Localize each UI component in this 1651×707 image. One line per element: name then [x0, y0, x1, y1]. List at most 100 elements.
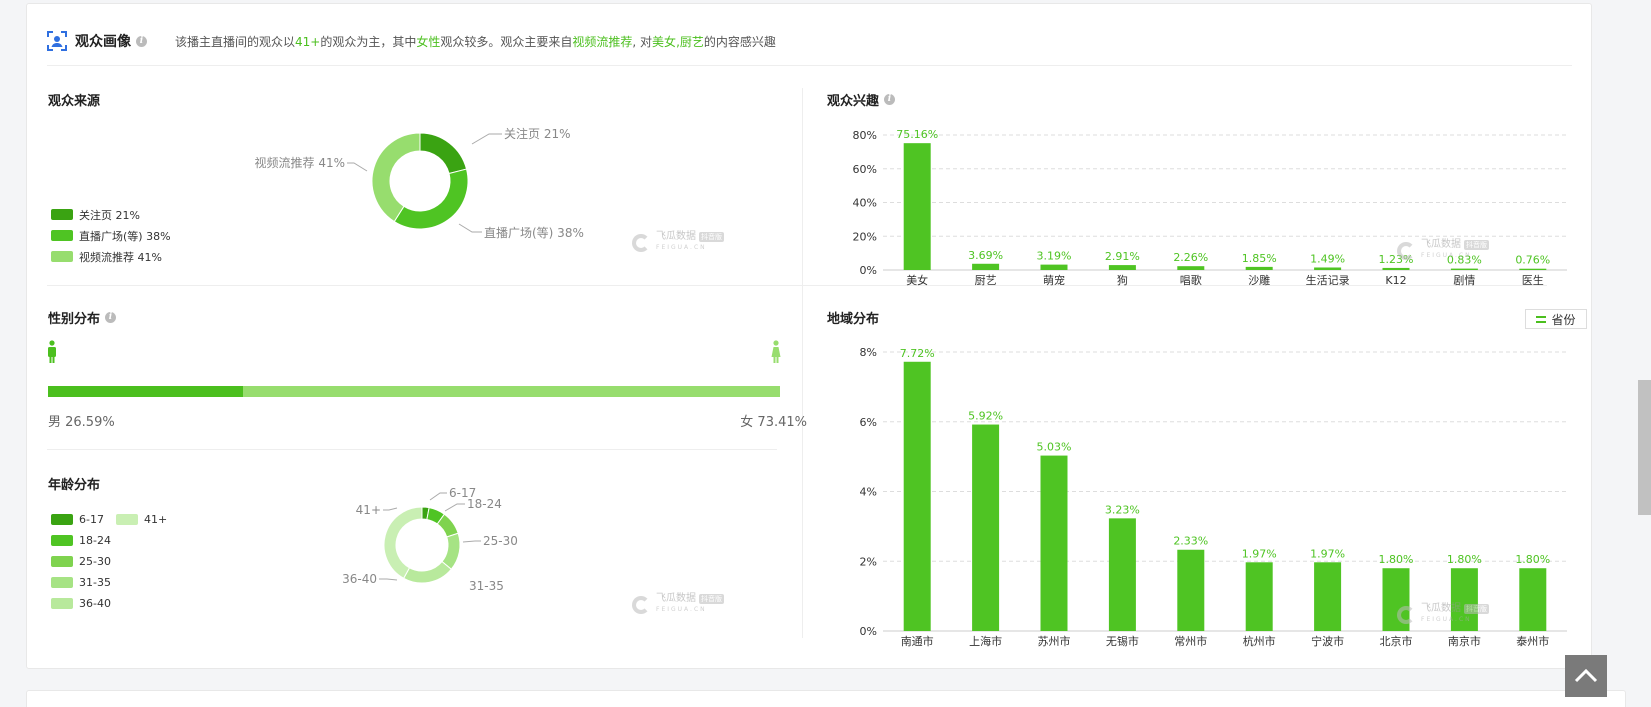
callout-label: 36-40 [342, 572, 377, 586]
region-bar-chart: 0% 2% 4% 6% 8% 7.72% 南通市 5.92% 上海市 5.03% 苏州市 3.23% 无… [860, 346, 1567, 648]
x-tick-label: 常州市 [1174, 634, 1207, 648]
bar[interactable] [1245, 266, 1273, 270]
info-icon[interactable]: i [105, 312, 117, 323]
y-tick-label: 0% [860, 625, 877, 638]
y-tick-label: 4% [860, 486, 877, 499]
legend-item[interactable]: 31-35 [51, 572, 116, 593]
legend-item[interactable]: 6-17 [51, 509, 116, 530]
age-slice[interactable] [403, 560, 452, 584]
callout-label: 6-17 [449, 486, 476, 500]
chevron-up-icon [1574, 669, 1598, 683]
bar[interactable] [972, 263, 1000, 270]
female-icon [771, 340, 781, 363]
callout-line [383, 507, 398, 511]
callout-label: 31-35 [469, 579, 504, 593]
legend-label: 18-24 [79, 534, 111, 547]
bar-value-label: 0.83% [1447, 254, 1482, 267]
y-tick-label: 80% [853, 129, 877, 142]
bar[interactable] [1314, 267, 1342, 270]
bar[interactable] [1108, 265, 1136, 270]
bar[interactable] [1450, 268, 1478, 270]
interest-bar-chart: 0% 20% 40% 60% 80% 75.16% 美女 3.69% 厨艺 3.19% 萌宠 2.91… [853, 128, 1567, 287]
source-slice[interactable] [371, 132, 421, 223]
source-title-text: 观众来源 [48, 94, 101, 109]
x-tick-label: 南京市 [1448, 634, 1481, 648]
x-tick-label: 无锡市 [1106, 634, 1139, 648]
y-tick-label: 20% [853, 230, 877, 243]
bar[interactable] [1245, 562, 1273, 631]
summary-part: 的内容感兴趣 [703, 34, 776, 49]
bar[interactable] [1382, 267, 1410, 270]
watermark-sub: FEIGUA.CN [656, 606, 707, 613]
bar-value-label: 5.03% [1037, 441, 1072, 454]
legend-swatch [51, 556, 73, 567]
x-tick-label: 狗 [1117, 274, 1128, 287]
card-title: 观众画像 [75, 34, 131, 50]
watermark: 飞瓜数据 抖音版 FEIGUA.CN [1397, 240, 1489, 261]
bar[interactable] [1519, 568, 1547, 631]
legend-swatch [51, 535, 73, 546]
watermark-text: 飞瓜数据 抖音版 FEIGUA.CN [656, 232, 724, 253]
legend-swatch [51, 251, 73, 262]
bar[interactable] [1450, 568, 1478, 631]
bar[interactable] [1040, 264, 1068, 270]
legend-item[interactable]: 关注页 21% [51, 204, 171, 225]
bar-value-label: 2.91% [1105, 250, 1140, 263]
bar-value-label: 0.76% [1515, 254, 1550, 267]
legend-item[interactable]: 视频流推荐 41% [51, 246, 171, 267]
bar-value-label: 3.23% [1105, 503, 1140, 516]
callout-label: 18-24 [467, 497, 502, 511]
bar[interactable] [972, 424, 1000, 631]
legend-item[interactable]: 18-24 [51, 530, 116, 551]
info-icon[interactable]: i [136, 35, 147, 47]
legend-label: 41+ [144, 513, 168, 526]
watermark-logo-icon [632, 595, 650, 614]
watermark-logo-icon [632, 233, 650, 252]
scrollbar-thumb[interactable] [1638, 380, 1651, 515]
bar-value-label: 1.97% [1242, 547, 1277, 560]
age-slice[interactable] [383, 506, 423, 579]
summary-highlight-interest-1: 美女 [652, 34, 677, 49]
watermark-name: 飞瓜数据 [656, 231, 696, 242]
bar[interactable] [1108, 518, 1136, 631]
bar[interactable] [1177, 549, 1205, 631]
back-to-top-button[interactable] [1565, 655, 1607, 697]
legend-item[interactable]: 25-30 [51, 551, 116, 572]
callout-line [450, 579, 467, 586]
interest-title-text: 观众兴趣 [827, 94, 880, 109]
y-tick-label: 40% [853, 197, 877, 210]
bar[interactable] [1040, 455, 1068, 631]
source-title: 观众来源 [48, 90, 100, 109]
source-legend: 关注页 21% 直播广场(等) 38% 视频流推荐 41% [51, 204, 171, 267]
bar[interactable] [903, 361, 931, 631]
legend-item[interactable]: 36-40 [51, 593, 116, 614]
x-tick-label: 沙雕 [1248, 273, 1270, 287]
age-donut-chart: 6-17 18-24 25-30 31-35 36-40 41+ [342, 486, 518, 593]
bar[interactable] [1314, 562, 1342, 631]
legend-item[interactable]: 直播广场(等) 38% [51, 225, 171, 246]
region-title: 地域分布 [827, 308, 879, 327]
source-slice[interactable] [419, 132, 468, 175]
gender-bar-male [48, 386, 243, 397]
summary-part: 该播主直播间的观众以 [175, 34, 296, 49]
callout-label: 关注页 21% [504, 126, 571, 141]
province-toggle-button[interactable]: 省份 [1525, 309, 1587, 329]
info-icon[interactable]: i [884, 94, 896, 105]
source-slice[interactable] [393, 168, 469, 230]
legend-item[interactable]: 41+ [116, 509, 196, 530]
summary-highlight-gender: 女性 [416, 34, 441, 49]
female-label: 女 73.41% [740, 415, 807, 430]
summary-highlight-age: 41+ [295, 34, 321, 49]
bar[interactable] [1177, 266, 1205, 270]
callout-label: 视频流推荐 41% [255, 155, 346, 170]
x-tick-label: K12 [1385, 274, 1406, 287]
summary-text: 该播主直播间的观众以41+的观众为主，其中女性观众较多。观众主要来自视频流推荐,… [175, 33, 776, 50]
x-tick-label: 宁波市 [1311, 634, 1344, 648]
x-tick-label: 苏州市 [1038, 634, 1071, 648]
bar[interactable] [903, 143, 931, 270]
y-tick-label: 60% [853, 163, 877, 176]
bar[interactable] [1519, 268, 1547, 270]
summary-highlight-source: 视频流推荐 [572, 34, 633, 49]
bar-value-label: 75.16% [896, 128, 938, 141]
